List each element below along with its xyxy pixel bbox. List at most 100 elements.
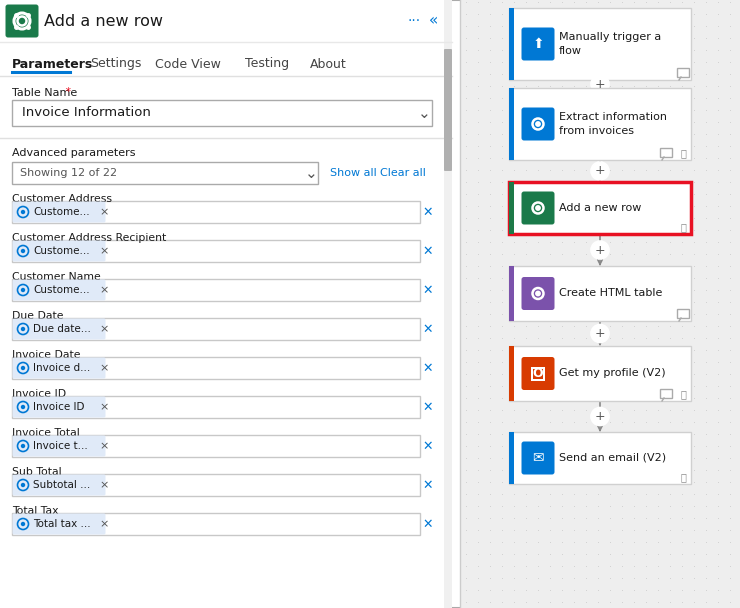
Text: ✕: ✕	[423, 283, 433, 297]
FancyBboxPatch shape	[13, 396, 106, 418]
Bar	[12, 100, 432, 126]
Bar	[12, 513, 420, 535]
Text: Total tax ...: Total tax ...	[33, 519, 90, 529]
FancyBboxPatch shape	[13, 435, 106, 457]
FancyBboxPatch shape	[444, 49, 452, 171]
Text: Customer Name: Customer Name	[12, 272, 101, 282]
Bar	[660, 148, 672, 157]
Text: About: About	[310, 58, 347, 71]
Text: ✕: ✕	[423, 478, 433, 491]
Circle shape	[536, 122, 540, 126]
Text: ⛓: ⛓	[680, 222, 686, 232]
Bar	[12, 435, 420, 457]
Bar	[677, 309, 689, 318]
Text: ✕: ✕	[423, 244, 433, 258]
FancyBboxPatch shape	[522, 192, 554, 224]
Text: Code View: Code View	[155, 58, 221, 71]
FancyBboxPatch shape	[13, 241, 106, 261]
FancyBboxPatch shape	[522, 108, 554, 140]
Bar	[509, 88, 514, 160]
Bar	[12, 162, 318, 184]
Text: ⬆: ⬆	[532, 37, 544, 51]
Circle shape	[21, 483, 25, 487]
Text: +: +	[595, 243, 605, 257]
Bar	[533, 368, 543, 379]
Circle shape	[591, 407, 609, 426]
Circle shape	[591, 241, 609, 259]
Text: ×: ×	[99, 363, 109, 373]
Bar	[12, 357, 420, 379]
Text: ⛓: ⛓	[680, 148, 686, 158]
Text: ✕: ✕	[423, 206, 433, 218]
Bar	[509, 8, 691, 80]
Text: Settings: Settings	[90, 58, 141, 71]
Bar	[460, 0, 740, 608]
Text: *: *	[62, 87, 71, 97]
Text: Clear all: Clear all	[380, 168, 426, 178]
Text: ✉: ✉	[532, 451, 544, 465]
Text: ×: ×	[99, 246, 109, 256]
Text: Table Name: Table Name	[12, 88, 77, 98]
Text: Invoice ID: Invoice ID	[12, 389, 66, 399]
Bar	[444, 0, 452, 608]
Bar	[531, 367, 545, 381]
Text: ✕: ✕	[423, 401, 433, 413]
Circle shape	[21, 444, 25, 448]
Circle shape	[591, 325, 609, 342]
Bar	[12, 474, 420, 496]
Text: ×: ×	[99, 207, 109, 217]
Text: Customer Address Recipient: Customer Address Recipient	[12, 233, 167, 243]
Text: Due Date: Due Date	[12, 311, 64, 321]
Circle shape	[21, 366, 25, 370]
Text: Invoice ID: Invoice ID	[33, 402, 84, 412]
Text: Custome...: Custome...	[33, 285, 90, 295]
Text: Custome...: Custome...	[33, 246, 90, 256]
Text: Send an email (V2): Send an email (V2)	[559, 453, 666, 463]
Text: ×: ×	[99, 324, 109, 334]
Bar	[509, 266, 691, 321]
Text: Due date...: Due date...	[33, 324, 91, 334]
Text: ×: ×	[99, 480, 109, 490]
FancyBboxPatch shape	[13, 474, 106, 496]
Circle shape	[21, 522, 25, 526]
Circle shape	[21, 210, 25, 214]
Text: ···: ···	[408, 14, 420, 28]
Circle shape	[21, 405, 25, 409]
FancyBboxPatch shape	[522, 277, 554, 310]
FancyBboxPatch shape	[13, 319, 106, 339]
Text: Advanced parameters: Advanced parameters	[12, 148, 135, 158]
Bar	[12, 279, 420, 301]
Bar	[509, 346, 691, 401]
Text: Show all: Show all	[330, 168, 377, 178]
Text: Manually trigger a
flow: Manually trigger a flow	[559, 32, 662, 55]
Text: Parameters: Parameters	[12, 58, 93, 71]
Bar	[509, 182, 691, 234]
Bar	[509, 8, 514, 80]
Text: Invoice d...: Invoice d...	[33, 363, 90, 373]
Text: ⛓: ⛓	[680, 472, 686, 482]
Text: ⌄: ⌄	[417, 106, 431, 120]
Text: Invoice t...: Invoice t...	[33, 441, 88, 451]
Circle shape	[591, 75, 609, 93]
Text: Invoice Information: Invoice Information	[22, 106, 151, 120]
Bar	[509, 182, 514, 234]
Text: Customer Address: Customer Address	[12, 194, 112, 204]
Circle shape	[536, 291, 540, 295]
Circle shape	[21, 249, 25, 253]
Bar	[660, 389, 672, 398]
FancyBboxPatch shape	[13, 201, 106, 223]
Text: ✕: ✕	[423, 517, 433, 531]
Text: Get my profile (V2): Get my profile (V2)	[559, 368, 665, 379]
Text: ×: ×	[99, 519, 109, 529]
Text: +: +	[595, 410, 605, 423]
Text: ✕: ✕	[423, 440, 433, 452]
Circle shape	[21, 288, 25, 292]
Text: ×: ×	[99, 402, 109, 412]
Text: «: «	[429, 13, 439, 29]
FancyBboxPatch shape	[522, 357, 554, 390]
Text: Custome...: Custome...	[33, 207, 90, 217]
Bar	[0, 0, 452, 608]
Bar	[12, 240, 420, 262]
FancyBboxPatch shape	[5, 4, 38, 38]
Text: Create HTML table: Create HTML table	[559, 289, 662, 299]
